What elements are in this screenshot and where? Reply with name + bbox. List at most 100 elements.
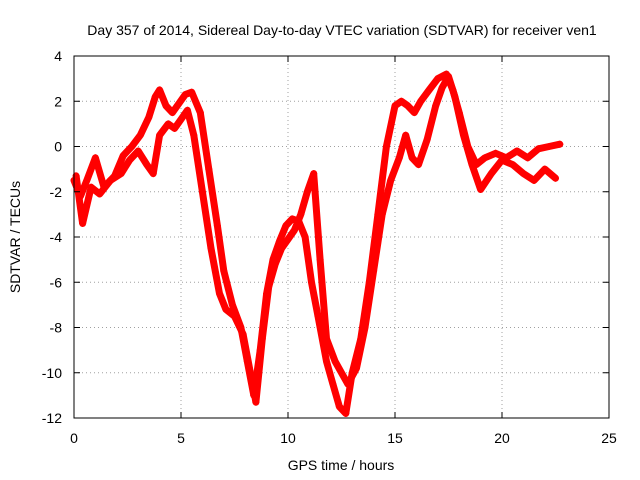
data-point-track-b-40 [370,267,378,275]
data-point-track-a-18 [205,165,213,173]
data-point-track-b-18 [216,290,224,298]
tick-layer: 0 5 10 15 20 25 -12 -10 -8 -6 -4 -2 0 2 4 [42,48,617,446]
data-point-track-b-19 [222,305,230,313]
data-point-track-a-7 [128,143,136,150]
data-point-track-a-20 [220,267,228,275]
data-point-track-a-33 [308,278,316,286]
data-point-track-a-47 [410,109,418,117]
y-tick-label-4: -4 [50,229,63,245]
x-axis-title: GPS time / hours [288,457,395,473]
data-point-track-a-59 [513,147,521,155]
data-point-track-b-41 [378,210,386,218]
series-layer [70,70,564,417]
data-point-track-a-63 [556,140,564,148]
data-point-track-b-45 [408,154,416,162]
data-point-track-a-28 [275,238,283,246]
data-point-track-a-49 [425,86,433,94]
data-point-track-b-17 [207,244,215,252]
data-point-track-b-59 [530,176,538,184]
data-point-track-b-11 [164,120,172,128]
data-point-track-a-12 [162,102,170,110]
data-point-track-a-50 [434,75,442,83]
data-point-track-b-33 [316,256,324,264]
data-point-track-a-32 [301,233,309,241]
x-tick-label-4: 20 [494,430,510,446]
y-tick-label-0: -12 [42,410,62,426]
y-tick-label-2: -8 [50,320,63,336]
y-tick-label-5: -2 [50,184,63,200]
data-point-track-a-35 [323,357,331,365]
data-point-track-b-49 [438,84,446,92]
data-point-track-b-35 [331,357,339,365]
data-point-track-b-14 [183,106,191,114]
data-point-track-a-30 [288,215,296,223]
y-tick-label-3: -6 [50,274,63,290]
data-point-track-b-9 [149,170,157,178]
data-point-track-b-25 [265,283,273,291]
data-point-track-b-55 [487,170,495,178]
data-point-track-b-38 [352,364,360,372]
x-tick-label-0: 0 [70,430,78,446]
data-point-track-b-31 [303,188,311,196]
data-point-track-a-57 [492,149,500,157]
data-point-track-b-47 [423,136,431,144]
x-tick-label-3: 15 [387,430,403,446]
data-point-track-b-43 [395,154,403,162]
data-point-track-b-16 [198,188,206,196]
data-point-track-a-11 [156,86,164,94]
data-point-track-a-6 [119,152,127,160]
data-point-track-a-38 [342,409,350,417]
data-point-track-b-13 [177,115,185,123]
data-point-track-a-37 [335,403,343,411]
data-point-track-a-48 [417,97,425,105]
data-point-track-b-29 [290,226,298,234]
data-point-track-b-48 [432,102,440,110]
data-point-track-b-15 [190,131,198,139]
y-tick-label-7: 2 [54,93,62,109]
data-point-track-b-21 [239,330,247,338]
x-tick-label-2: 10 [280,430,296,446]
data-point-track-b-61 [552,174,559,182]
data-point-track-a-43 [382,143,390,150]
data-point-track-b-34 [323,335,331,343]
data-point-track-b-58 [519,170,527,178]
data-point-track-b-46 [415,161,423,169]
data-point-track-b-54 [477,185,485,193]
data-point-track-b-51 [451,93,459,101]
data-point-track-b-22 [245,364,253,372]
data-point-track-a-60 [524,154,532,162]
data-point-track-a-8 [136,131,144,139]
data-point-track-b-3 [96,190,104,198]
data-point-track-a-34 [314,312,322,320]
data-point-track-b-37 [344,380,352,388]
data-point-track-a-21 [228,301,236,309]
data-point-track-b-5 [117,170,125,178]
data-point-track-b-52 [459,131,467,139]
data-point-track-a-19 [213,222,221,230]
data-point-track-b-42 [387,176,395,184]
data-point-track-a-13 [168,109,176,117]
data-point-track-a-29 [282,222,290,230]
data-point-track-a-44 [391,102,399,110]
data-point-track-b-1 [79,219,87,227]
data-point-track-b-12 [171,124,179,132]
data-point-track-a-62 [545,143,553,150]
data-point-track-a-16 [188,88,196,96]
series-line-track-b [72,72,559,406]
data-point-track-b-57 [509,161,517,169]
data-point-track-a-46 [404,102,412,110]
y-tick-label-1: -10 [42,365,62,381]
data-point-track-b-6 [126,156,134,164]
data-point-track-a-9 [145,113,153,121]
data-point-track-a-14 [175,100,183,108]
data-point-track-a-61 [534,145,542,153]
data-point-track-a-10 [151,93,159,101]
data-point-track-b-60 [541,165,549,173]
data-point-track-b-36 [338,369,345,377]
data-point-track-b-24 [258,335,266,343]
data-point-track-a-56 [481,154,489,162]
data-point-track-a-2 [83,176,91,184]
data-point-track-b-30 [297,210,305,218]
data-point-track-a-3 [91,154,99,162]
